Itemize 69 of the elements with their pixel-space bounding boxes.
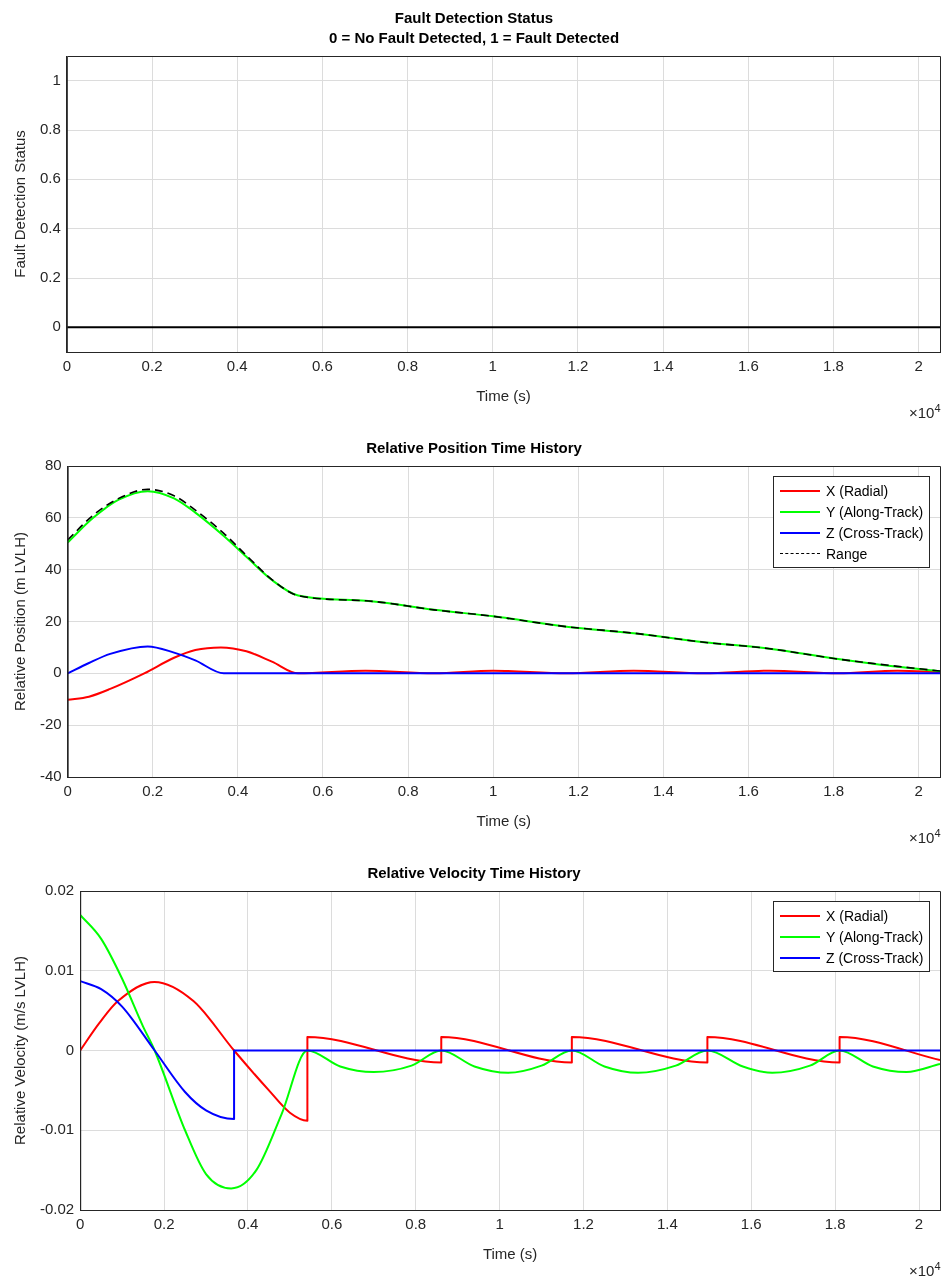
y-axis-title: Relative Position (m LVLH) [11,532,29,711]
y-tick-label: 0.4 [39,218,61,236]
x-tick-label: 1.8 [823,782,845,800]
y-axis-title: Fault Detection Status [11,130,29,278]
x-tick-label: 2 [914,782,923,800]
x-tick-label: 1.8 [823,357,844,375]
y-tick-label: 1 [52,70,61,88]
legend-label: Y (Along-Track) [826,928,924,945]
x-tick-label: 0.2 [141,357,163,375]
x-tick-label: 1.4 [656,1215,678,1233]
y-tick-label: -20 [39,715,62,733]
y-tick-label: 40 [44,559,62,577]
text: ×10$^{4}$ [909,1260,941,1279]
chart-title: Fault Detection Status [394,9,554,27]
y-tick-label: 0.2 [39,268,61,286]
x-tick-label: 0.4 [237,1215,259,1233]
x-tick-label: 0.4 [227,782,249,800]
y-tick-label: 0 [65,1040,75,1058]
x-tick-label: 1.2 [573,1215,594,1233]
chart-title: Relative Velocity Time History [367,864,582,882]
x-tick-label: 0.8 [405,1215,427,1233]
x-tick-label: 0.6 [312,782,334,800]
x-axis-title: Time (s) [482,1245,538,1263]
x-tick-label: 1.4 [652,782,674,800]
x-tick-label: 2 [914,357,923,375]
x-axis-title: Time (s) [476,387,531,405]
x-tick-label: 0.4 [226,357,248,375]
x-tick-label: 1.2 [567,357,589,375]
y-tick-label: 0 [53,663,62,681]
x-tick-label: 1 [488,357,497,375]
y-tick-label: -0.01 [39,1120,75,1138]
x-tick-label: 0.6 [311,357,333,375]
legend-label: X (Radial) [826,907,889,924]
x-tick-label: 1 [495,1215,504,1233]
legend-label: X (Radial) [826,482,889,499]
y-tick-label: 80 [44,456,62,474]
text: ×10$^{4}$ [909,402,941,421]
x-tick-label: 0.8 [397,782,419,800]
x-tick-label: 0.8 [397,357,419,375]
y-tick-label: 0.6 [39,169,61,187]
y-tick-label: 0 [52,317,61,335]
x-tick-label: 1 [489,782,498,800]
legend-label: Range [826,545,868,562]
x-tick-label: 0.6 [321,1215,343,1233]
line-series [67,645,940,675]
x-tick-label: 1.6 [737,357,759,375]
x-tick-label: 0.2 [142,782,164,800]
x-axis-title: Time (s) [476,812,532,830]
y-tick-label: 20 [44,611,62,629]
text: ×10$^{4}$ [909,827,941,846]
x-tick-label: 0.2 [153,1215,175,1233]
y-tick-label: -40 [39,767,62,785]
chart-subtitle: 0 = No Fault Detected, 1 = Fault Detected [328,29,620,47]
chart-title: Relative Position Time History [366,439,583,457]
legend-label: Z (Cross-Track) [826,524,924,541]
x-tick-label: 1.6 [740,1215,762,1233]
y-tick-label: 0.8 [39,120,61,138]
x-tick-label: 1.4 [652,357,674,375]
y-tick-label: 60 [44,507,62,525]
legend-label: Y (Along-Track) [826,503,924,520]
x-tick-label: 1.6 [738,782,759,800]
legend-label: Z (Cross-Track) [826,949,924,966]
y-tick-label: -0.02 [39,1200,75,1218]
y-axis-title: Relative Velocity (m/s LVLH) [11,956,29,1145]
y-tick-label: 0.02 [44,881,75,899]
x-tick-label: 2 [914,1215,924,1233]
x-tick-label: 1.8 [824,1215,846,1233]
x-tick-label: 1.2 [567,782,589,800]
y-tick-label: 0.01 [44,960,75,978]
